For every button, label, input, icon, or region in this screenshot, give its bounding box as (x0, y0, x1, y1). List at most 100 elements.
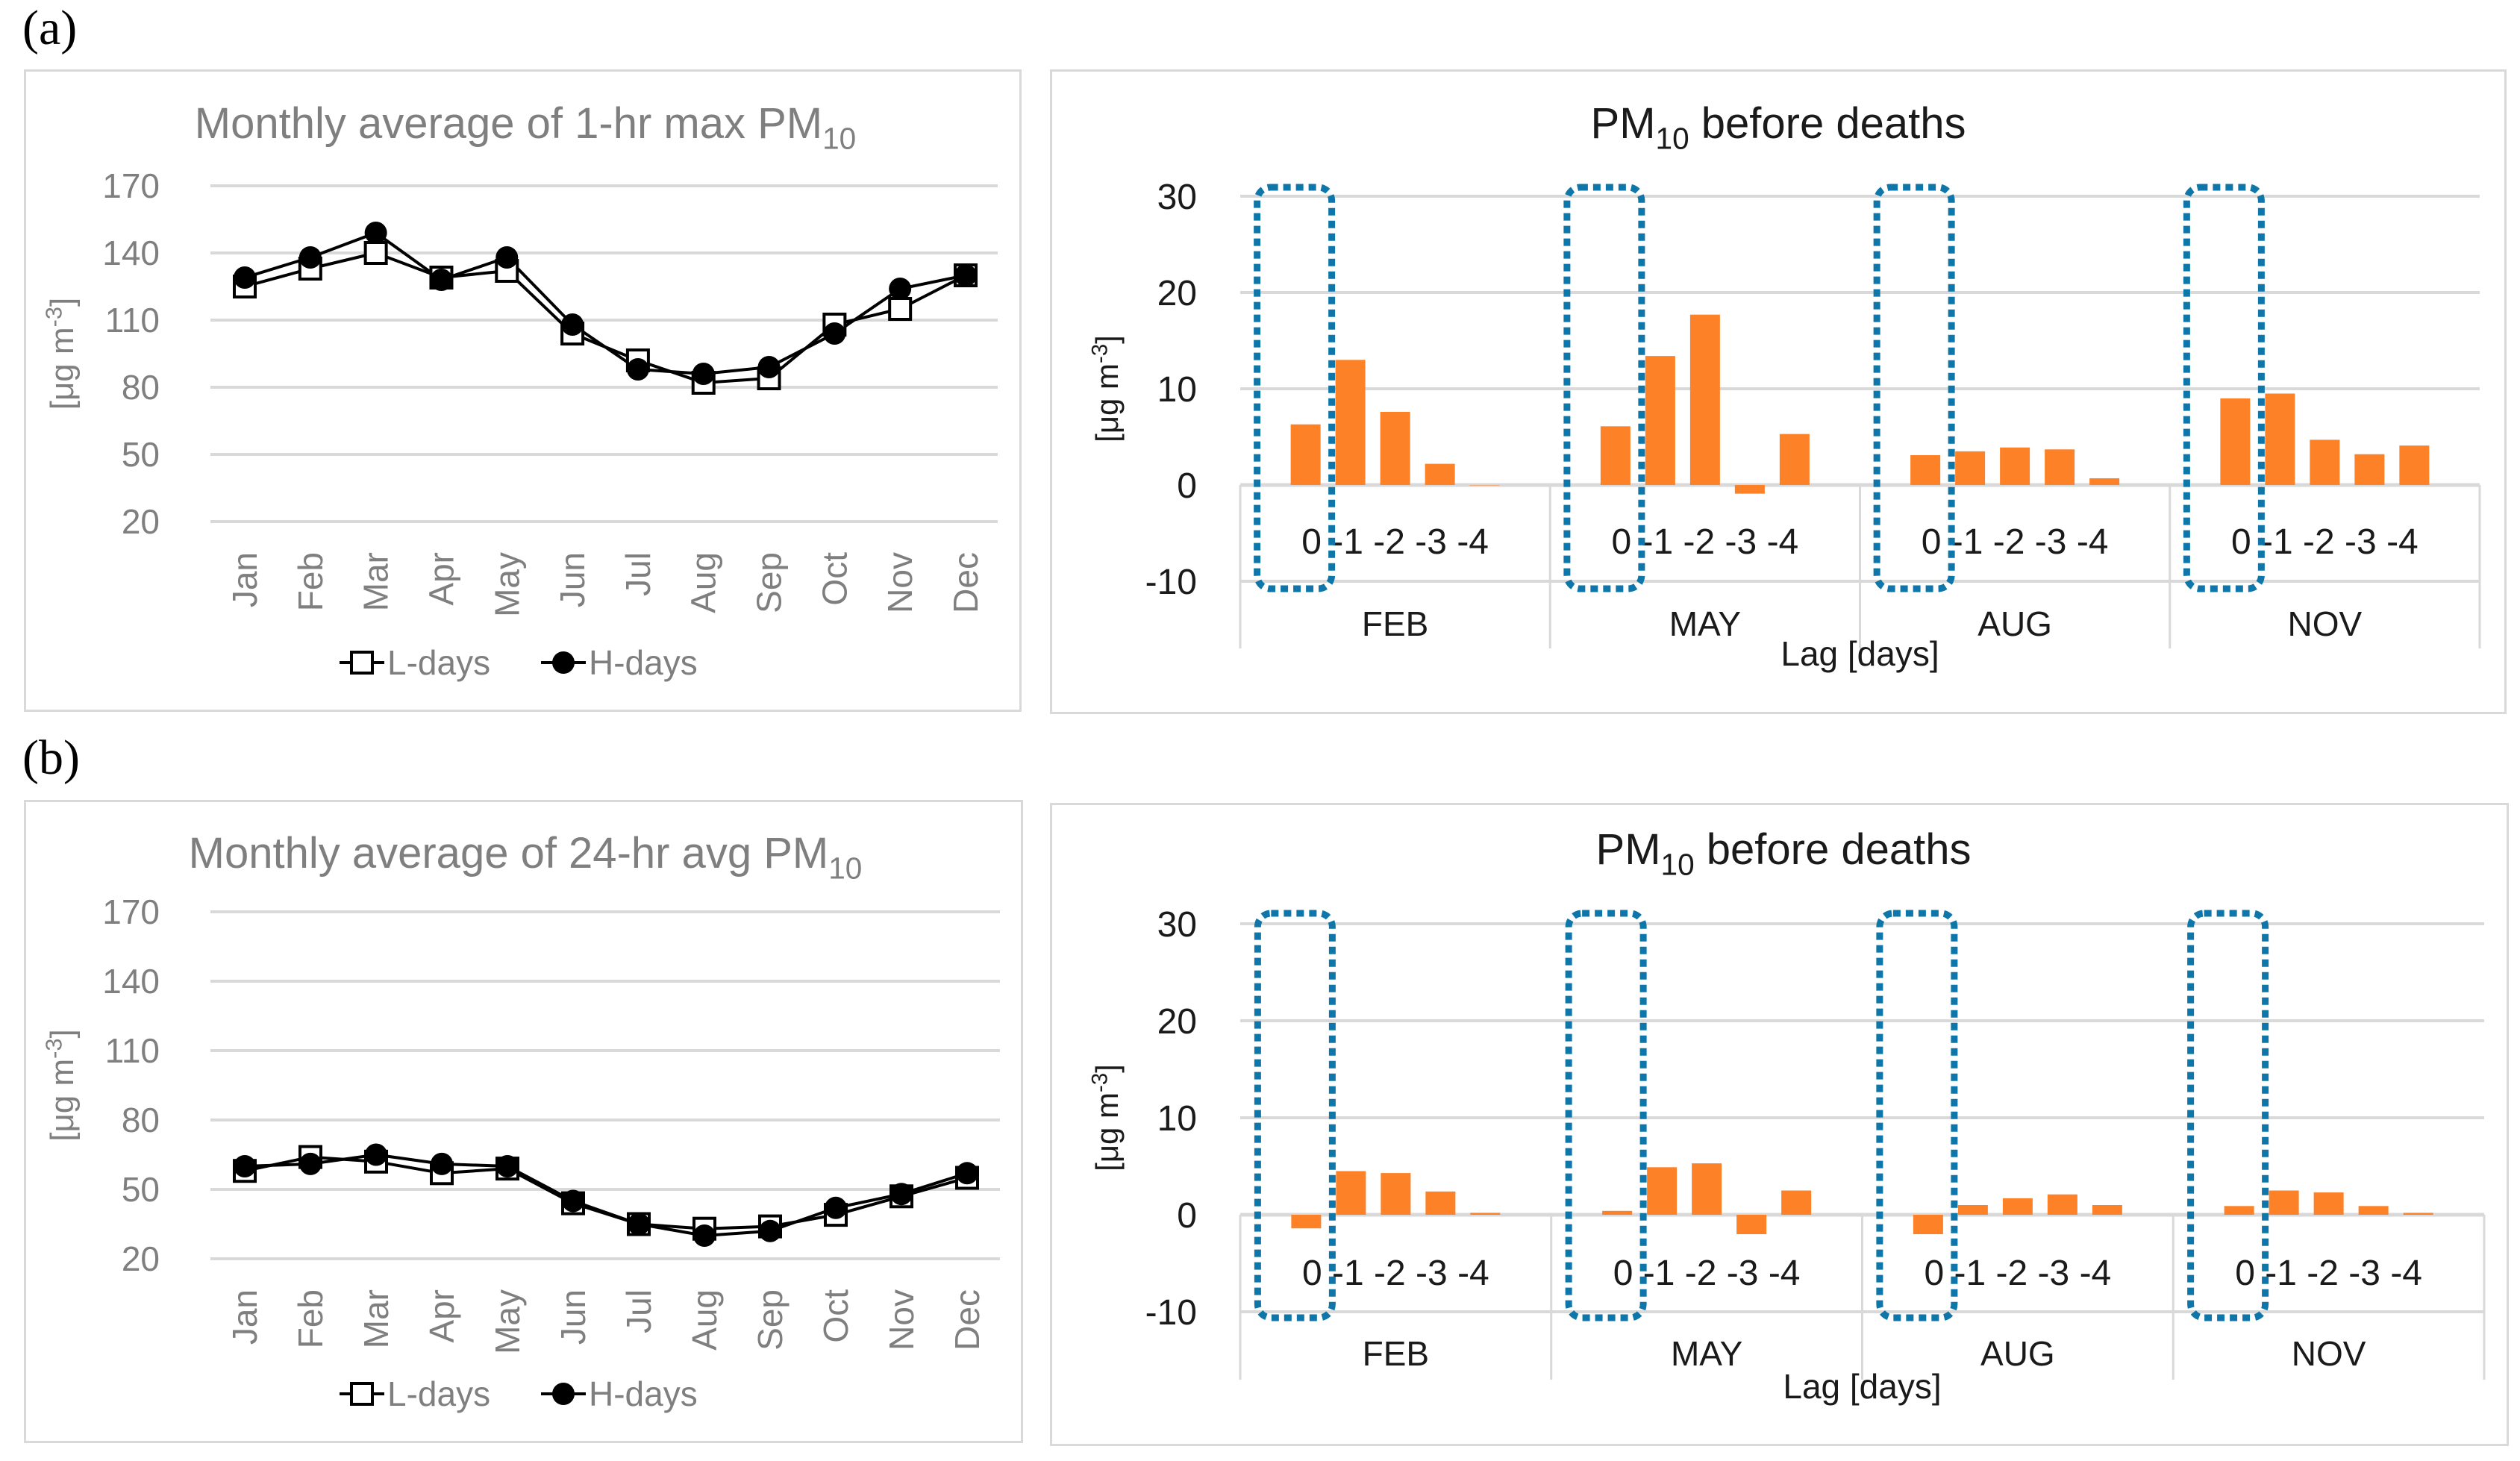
data-point-H-days (889, 278, 912, 300)
group-label: AUG (1980, 1334, 2055, 1373)
bar-FEB-lag-3 (1425, 463, 1455, 485)
group-label: FEB (1363, 1334, 1429, 1373)
data-point-H-days (692, 363, 715, 385)
bar-FEB-lag-1 (1335, 360, 1366, 485)
y-tick-label: 80 (122, 1101, 160, 1139)
bar-MAY-lag-4 (1779, 434, 1810, 485)
lag0-highlight-box (2187, 910, 2269, 1321)
bar-NOV-lag-4 (2403, 1213, 2433, 1215)
bar-AUG-lag-3 (2047, 1194, 2077, 1215)
chart-title-end: before deaths (1689, 99, 1966, 148)
x-tick-label: Sep (751, 1289, 790, 1351)
y-axis-label-end: ] (1089, 335, 1125, 344)
y-axis-label-text: [μg m (44, 1059, 81, 1142)
data-point-H-days (759, 1219, 781, 1242)
bar-MAY-lag-3 (1736, 1215, 1767, 1234)
data-point-H-days (693, 1224, 716, 1247)
data-point-H-days (298, 246, 322, 269)
y-tick-label: 10 (1157, 1099, 1197, 1139)
y-axis-label-text: [μg m (44, 327, 81, 410)
bar-NOV-lag-1 (2265, 393, 2295, 485)
lag-tick-labels: 0 -1 -2 -3 -4 (1924, 1254, 2111, 1293)
y-tick-label: 170 (102, 892, 160, 931)
y-axis-label-text: [μg m (1089, 363, 1125, 442)
bar-AUG-lag-1 (1955, 451, 1986, 485)
x-tick-label: Aug (684, 552, 723, 613)
chart-title: PM10 before deaths (1596, 825, 1972, 882)
x-tick-label: Sep (750, 552, 789, 613)
data-point-H-days (495, 246, 519, 269)
y-axis-label: [μg m-3] (1087, 335, 1125, 442)
panel-b-bar (1050, 803, 2509, 1446)
y-tick-label: 110 (105, 301, 160, 340)
y-tick-label: 0 (1177, 1196, 1197, 1236)
lag0-highlight-box (1873, 184, 1955, 592)
chart-title-text: PM (1596, 825, 1661, 874)
group-label: MAY (1671, 1334, 1742, 1373)
data-point-H-days (954, 264, 977, 287)
bar-FEB-lag-2 (1381, 1173, 1411, 1215)
y-tick-label: 30 (1157, 905, 1197, 945)
x-tick-label: Dec (946, 552, 985, 613)
y-tick-label: -10 (1145, 1293, 1197, 1333)
bar-FEB-lag-4 (1470, 1213, 1501, 1215)
chart-title: PM10 before deaths (1591, 99, 1966, 156)
y-tick-label: 140 (102, 234, 160, 272)
x-tick-label: Nov (881, 552, 919, 613)
line-chart-a-line: Monthly average of 1-hr max PM10 20 50 80 11… (41, 99, 998, 682)
x-tick-label: Jul (619, 552, 657, 596)
bar-NOV-lag-4 (2399, 445, 2430, 485)
y-axis-label-end: ] (44, 1029, 81, 1038)
y-tick-label: 170 (102, 166, 160, 205)
x-tick-label: Jun (554, 1289, 593, 1345)
bar-FEB-lag-2 (1380, 411, 1410, 485)
y-tick-label: 20 (122, 502, 160, 541)
bar-FEB-lag0 (1291, 1215, 1322, 1229)
data-point-H-days (628, 1213, 650, 1236)
y-axis-label-superscript: -3 (41, 307, 67, 327)
panel-label-a: (a) (22, 1, 78, 55)
group-label: NOV (2288, 604, 2363, 643)
bar-MAY-lag-2 (1689, 314, 1720, 485)
bar-AUG-lag0 (1910, 455, 1941, 485)
bar-NOV-lag0 (2224, 1206, 2254, 1215)
y-axis-label-superscript: -3 (1087, 344, 1112, 363)
bar-MAY-lag0 (1600, 426, 1631, 485)
data-point-H-days (234, 266, 256, 289)
data-point-H-days (757, 356, 781, 378)
bar-FEB-lag0 (1290, 424, 1321, 485)
y-axis-label: [μg m-3] (1087, 1064, 1125, 1171)
x-tick-label: Jan (225, 1289, 264, 1345)
legend-marker-circle-icon (552, 651, 575, 674)
y-tick-label: 20 (1157, 274, 1197, 313)
data-point-H-days (561, 313, 584, 336)
chart-title-subscript: 10 (1656, 122, 1689, 156)
legend-label: L-days (387, 1374, 490, 1413)
y-tick-label: 140 (102, 962, 160, 1001)
data-point-H-days (364, 222, 387, 244)
y-tick-label: 50 (122, 435, 160, 474)
data-point-H-days (562, 1189, 584, 1213)
lag-tick-labels: 0 -1 -2 -3 -4 (1613, 1254, 1801, 1293)
x-tick-label: Jun (553, 552, 592, 607)
x-axis-label: Lag [days] (1783, 1367, 1941, 1406)
data-point-L-days (888, 297, 913, 321)
bar-MAY-lag-4 (1781, 1190, 1812, 1215)
panel-label-b: (b) (22, 730, 80, 785)
legend-label: H-days (589, 1374, 698, 1413)
lag-tick-labels: 0 -1 -2 -3 -4 (2235, 1254, 2422, 1293)
x-tick-label: Apr (422, 552, 460, 606)
chart-title: Monthly average of 1-hr max PM10 (195, 99, 856, 156)
x-tick-label: May (487, 552, 526, 617)
lag0-highlight-box (1563, 184, 1645, 592)
y-tick-label: 0 (1177, 466, 1197, 506)
lag0-highlight-box (2183, 184, 2265, 592)
bar-MAY-lag-3 (1734, 485, 1765, 494)
x-tick-label: Jan (225, 552, 264, 607)
y-tick-label: 110 (105, 1031, 160, 1070)
legend-label: H-days (589, 643, 698, 682)
bar-AUG-lag-2 (2000, 447, 2030, 485)
y-tick-label: 10 (1157, 370, 1197, 410)
chart-title-subscript: 10 (1661, 848, 1695, 882)
